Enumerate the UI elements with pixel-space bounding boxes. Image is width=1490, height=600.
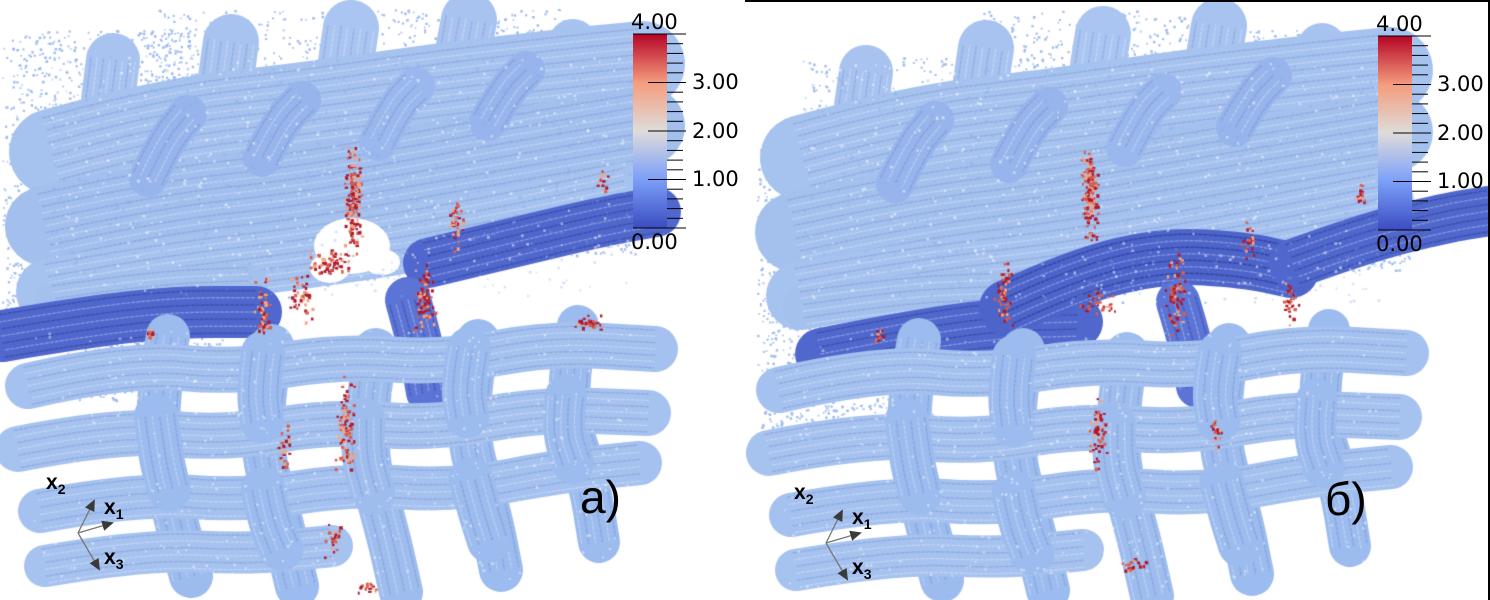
x3-axis-arrow [825, 542, 848, 581]
colorbar-a: 4.00 3.00 2.00 1.00 0.00 [628, 10, 743, 262]
panel-label-a: а) [580, 471, 621, 523]
axis-triad-arrows [825, 509, 862, 581]
x2-axis-arrow [77, 499, 95, 534]
panel-label-b: б) [1325, 473, 1367, 525]
panel-a: 4.00 3.00 2.00 1.00 0.00 x2 x1 x3 а) [0, 0, 745, 600]
colorbar-tick-label: 2.00 [692, 119, 739, 143]
axis-label-x3: x3 [104, 546, 124, 573]
particle-render-b [745, 2, 1488, 600]
colorbar-tick-label: 2.00 [1437, 121, 1484, 145]
colorbar-max-label: 4.00 [631, 10, 678, 34]
colorbar-min-label: 0.00 [631, 230, 678, 254]
colorbar-tick-label: 1.00 [692, 167, 739, 191]
axis-triad: x2 x1 x3 [0, 450, 220, 600]
axis-label-x1: x1 [104, 496, 124, 523]
colorbar-tick-label: 3.00 [1437, 72, 1484, 96]
colorbar-max-label: 4.00 [1376, 12, 1423, 36]
x1-axis-arrow [825, 530, 862, 544]
axis-label-x3: x3 [852, 556, 872, 583]
x3-axis-arrow [77, 532, 100, 571]
colorbar-ticks [633, 33, 686, 229]
axis-triad-arrows [77, 499, 114, 571]
axis-triad: x2 x1 x3 [748, 460, 968, 600]
axis-label-x1: x1 [852, 506, 872, 533]
x1-axis-arrow [77, 520, 114, 534]
colorbar-tick-label: 1.00 [1437, 169, 1484, 193]
colorbar-b: 4.00 3.00 2.00 1.00 0.00 [1373, 12, 1488, 264]
particle-render-a [0, 0, 745, 600]
axis-label-x2: x2 [46, 471, 66, 498]
x2-axis-arrow [825, 509, 843, 544]
axis-label-x2: x2 [794, 481, 814, 508]
colorbar-tick-label: 3.00 [692, 70, 739, 94]
colorbar-ticks [1378, 35, 1431, 231]
panel-b: 4.00 3.00 2.00 1.00 0.00 x2 x1 x3 б) [745, 0, 1490, 600]
colorbar-min-label: 0.00 [1376, 232, 1423, 256]
